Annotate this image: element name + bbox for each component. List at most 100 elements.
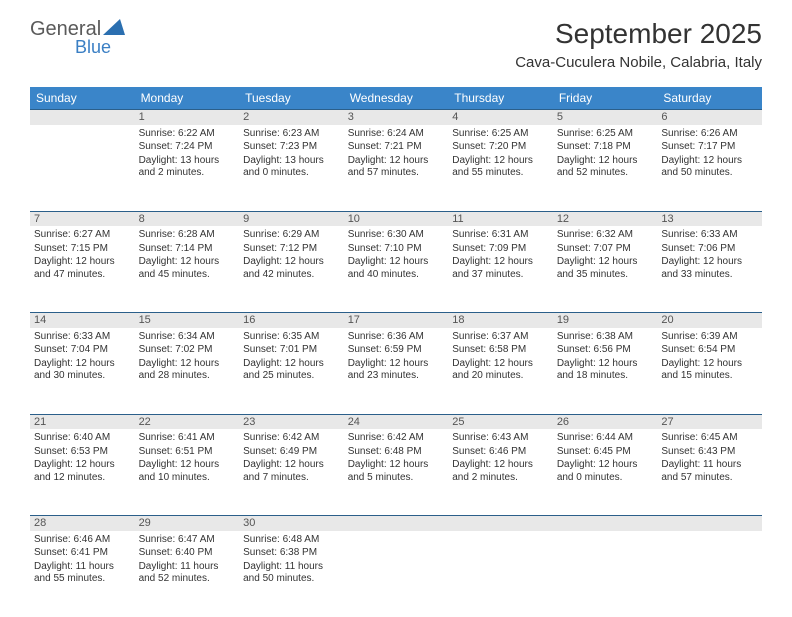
- day-cell: [30, 125, 135, 212]
- day-cell: [657, 531, 762, 617]
- calendar-table: Sunday Monday Tuesday Wednesday Thursday…: [30, 87, 762, 617]
- day-cell: Sunrise: 6:27 AMSunset: 7:15 PMDaylight:…: [30, 226, 135, 313]
- sunset-text: Sunset: 7:21 PM: [348, 141, 445, 154]
- sunset-text: Sunset: 7:07 PM: [557, 243, 654, 256]
- day-number: 30: [239, 516, 344, 531]
- daylight-text: Daylight: 12 hours and 23 minutes.: [348, 358, 445, 383]
- day-cell: Sunrise: 6:28 AMSunset: 7:14 PMDaylight:…: [135, 226, 240, 313]
- weekday-header: Saturday: [657, 87, 762, 110]
- daylight-text: Daylight: 12 hours and 10 minutes.: [139, 459, 236, 484]
- day-number: [657, 516, 762, 531]
- sunrise-text: Sunrise: 6:32 AM: [557, 229, 654, 242]
- sunset-text: Sunset: 6:51 PM: [139, 446, 236, 459]
- day-data-row: Sunrise: 6:46 AMSunset: 6:41 PMDaylight:…: [30, 531, 762, 617]
- daylight-text: Daylight: 12 hours and 30 minutes.: [34, 358, 131, 383]
- sunrise-text: Sunrise: 6:29 AM: [243, 229, 340, 242]
- day-number: 8: [135, 211, 240, 226]
- day-number: 26: [553, 414, 658, 429]
- sunrise-text: Sunrise: 6:38 AM: [557, 331, 654, 344]
- weekday-header: Tuesday: [239, 87, 344, 110]
- sunset-text: Sunset: 7:20 PM: [452, 141, 549, 154]
- day-data-row: Sunrise: 6:33 AMSunset: 7:04 PMDaylight:…: [30, 328, 762, 415]
- sunset-text: Sunset: 6:53 PM: [34, 446, 131, 459]
- sunset-text: Sunset: 7:10 PM: [348, 243, 445, 256]
- logo-text-blue: Blue: [75, 37, 125, 58]
- day-cell: Sunrise: 6:48 AMSunset: 6:38 PMDaylight:…: [239, 531, 344, 617]
- day-number: 20: [657, 313, 762, 328]
- day-number-row: 14151617181920: [30, 313, 762, 328]
- day-cell: Sunrise: 6:25 AMSunset: 7:20 PMDaylight:…: [448, 125, 553, 212]
- sunset-text: Sunset: 6:46 PM: [452, 446, 549, 459]
- day-cell: Sunrise: 6:45 AMSunset: 6:43 PMDaylight:…: [657, 429, 762, 516]
- sunrise-text: Sunrise: 6:33 AM: [34, 331, 131, 344]
- day-cell: Sunrise: 6:39 AMSunset: 6:54 PMDaylight:…: [657, 328, 762, 415]
- sunrise-text: Sunrise: 6:39 AM: [661, 331, 758, 344]
- day-number: 17: [344, 313, 449, 328]
- sunrise-text: Sunrise: 6:48 AM: [243, 534, 340, 547]
- weekday-header: Thursday: [448, 87, 553, 110]
- day-number: 4: [448, 110, 553, 125]
- day-number-row: 123456: [30, 110, 762, 125]
- daylight-text: Daylight: 12 hours and 25 minutes.: [243, 358, 340, 383]
- day-cell: Sunrise: 6:43 AMSunset: 6:46 PMDaylight:…: [448, 429, 553, 516]
- sunrise-text: Sunrise: 6:40 AM: [34, 432, 131, 445]
- day-data-row: Sunrise: 6:22 AMSunset: 7:24 PMDaylight:…: [30, 125, 762, 212]
- daylight-text: Daylight: 12 hours and 52 minutes.: [557, 155, 654, 180]
- sunrise-text: Sunrise: 6:43 AM: [452, 432, 549, 445]
- daylight-text: Daylight: 11 hours and 50 minutes.: [243, 561, 340, 586]
- daylight-text: Daylight: 12 hours and 47 minutes.: [34, 256, 131, 281]
- day-number: 3: [344, 110, 449, 125]
- daylight-text: Daylight: 12 hours and 55 minutes.: [452, 155, 549, 180]
- weekday-header: Monday: [135, 87, 240, 110]
- daylight-text: Daylight: 12 hours and 33 minutes.: [661, 256, 758, 281]
- day-number: 23: [239, 414, 344, 429]
- day-cell: Sunrise: 6:30 AMSunset: 7:10 PMDaylight:…: [344, 226, 449, 313]
- sunset-text: Sunset: 6:45 PM: [557, 446, 654, 459]
- day-number: 9: [239, 211, 344, 226]
- sunset-text: Sunset: 7:01 PM: [243, 344, 340, 357]
- day-cell: Sunrise: 6:23 AMSunset: 7:23 PMDaylight:…: [239, 125, 344, 212]
- sunset-text: Sunset: 7:02 PM: [139, 344, 236, 357]
- logo: General Blue: [30, 18, 125, 58]
- header: General Blue September 2025 Cava-Cuculer…: [0, 0, 792, 79]
- day-number: 1: [135, 110, 240, 125]
- day-number: 10: [344, 211, 449, 226]
- day-number: 15: [135, 313, 240, 328]
- day-number: 27: [657, 414, 762, 429]
- sunrise-text: Sunrise: 6:36 AM: [348, 331, 445, 344]
- day-number: [553, 516, 658, 531]
- weekday-header: Sunday: [30, 87, 135, 110]
- sunset-text: Sunset: 7:17 PM: [661, 141, 758, 154]
- sunrise-text: Sunrise: 6:44 AM: [557, 432, 654, 445]
- day-cell: Sunrise: 6:46 AMSunset: 6:41 PMDaylight:…: [30, 531, 135, 617]
- day-number: 7: [30, 211, 135, 226]
- daylight-text: Daylight: 11 hours and 57 minutes.: [661, 459, 758, 484]
- day-number: 12: [553, 211, 658, 226]
- sunset-text: Sunset: 7:23 PM: [243, 141, 340, 154]
- day-cell: Sunrise: 6:37 AMSunset: 6:58 PMDaylight:…: [448, 328, 553, 415]
- sunset-text: Sunset: 6:40 PM: [139, 547, 236, 560]
- daylight-text: Daylight: 12 hours and 7 minutes.: [243, 459, 340, 484]
- day-number: 25: [448, 414, 553, 429]
- day-number-row: 21222324252627: [30, 414, 762, 429]
- daylight-text: Daylight: 12 hours and 5 minutes.: [348, 459, 445, 484]
- day-number: 16: [239, 313, 344, 328]
- day-cell: Sunrise: 6:35 AMSunset: 7:01 PMDaylight:…: [239, 328, 344, 415]
- day-number-row: 282930: [30, 516, 762, 531]
- sunrise-text: Sunrise: 6:26 AM: [661, 128, 758, 141]
- daylight-text: Daylight: 12 hours and 37 minutes.: [452, 256, 549, 281]
- title-month: September 2025: [515, 18, 762, 50]
- day-cell: Sunrise: 6:34 AMSunset: 7:02 PMDaylight:…: [135, 328, 240, 415]
- sunrise-text: Sunrise: 6:47 AM: [139, 534, 236, 547]
- sunrise-text: Sunrise: 6:42 AM: [243, 432, 340, 445]
- sunset-text: Sunset: 7:14 PM: [139, 243, 236, 256]
- day-cell: Sunrise: 6:33 AMSunset: 7:04 PMDaylight:…: [30, 328, 135, 415]
- sunrise-text: Sunrise: 6:27 AM: [34, 229, 131, 242]
- day-cell: Sunrise: 6:36 AMSunset: 6:59 PMDaylight:…: [344, 328, 449, 415]
- sunset-text: Sunset: 6:58 PM: [452, 344, 549, 357]
- daylight-text: Daylight: 12 hours and 57 minutes.: [348, 155, 445, 180]
- sunset-text: Sunset: 6:56 PM: [557, 344, 654, 357]
- daylight-text: Daylight: 12 hours and 18 minutes.: [557, 358, 654, 383]
- day-cell: Sunrise: 6:33 AMSunset: 7:06 PMDaylight:…: [657, 226, 762, 313]
- day-cell: Sunrise: 6:47 AMSunset: 6:40 PMDaylight:…: [135, 531, 240, 617]
